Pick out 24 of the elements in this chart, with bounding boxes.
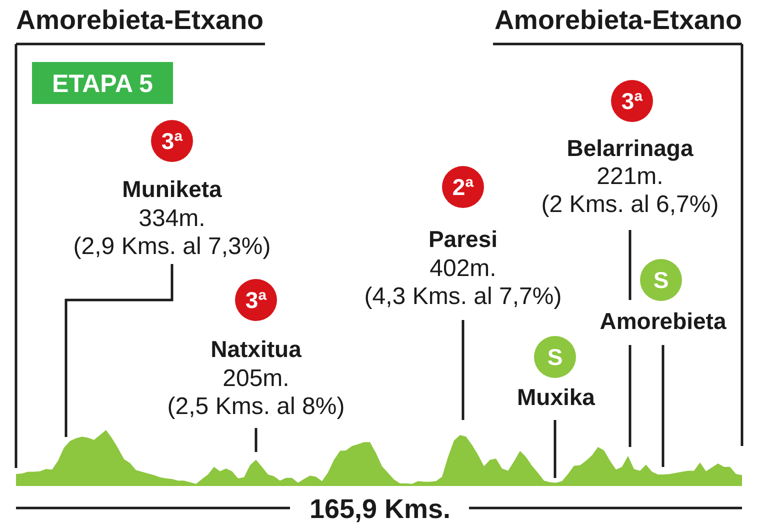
text: (2,9 Kms. al 7,3%) (73, 233, 271, 260)
text: 221m. (596, 163, 664, 190)
text: S (547, 344, 563, 370)
text: Amorebieta (600, 308, 726, 334)
text: Paresi (428, 226, 498, 252)
text: 3ª (621, 88, 644, 114)
text: 334m. (138, 205, 206, 232)
text: (2 Kms. al 6,7%) (541, 191, 719, 218)
text: 2ª (452, 174, 474, 200)
text: Muniketa (122, 176, 222, 202)
text: Amorebieta-Etxano (16, 5, 264, 35)
text: 402m. (430, 255, 496, 282)
text: (2,5 Kms. al 8%) (167, 393, 345, 420)
x-axis-title: 165,9 Kms. (309, 494, 451, 524)
text: Belarrinaga (566, 135, 694, 161)
text: S (653, 267, 669, 293)
text: 205m. (222, 365, 290, 392)
chart-title: ETAPA 5 (52, 70, 154, 98)
text: 3ª (161, 128, 184, 154)
text: Amorebieta-Etxano (494, 5, 742, 35)
text: 3ª (245, 287, 268, 313)
text: Natxitua (210, 336, 302, 362)
text: (4,3 Kms. al 7,7%) (364, 283, 562, 310)
text: Muxika (517, 384, 596, 410)
